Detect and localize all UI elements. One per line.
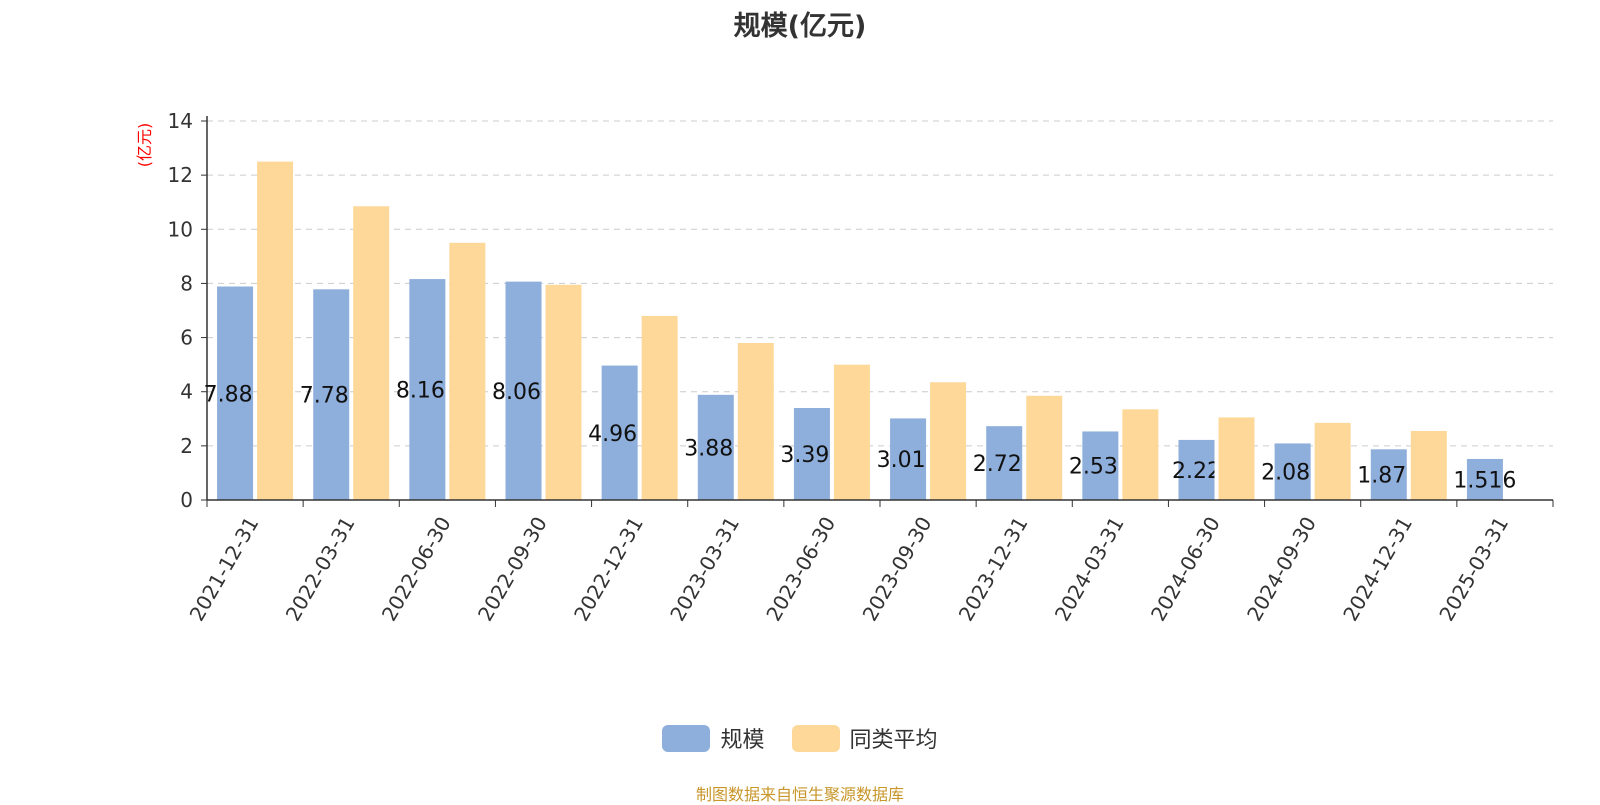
bar-guimo xyxy=(793,407,830,500)
data-label-guimo: 8.161 xyxy=(396,379,459,404)
y-tick-label: 12 xyxy=(168,163,193,187)
source-note: 制图数据来自恒生聚源数据库 xyxy=(695,785,904,804)
x-tick-label: 2024-03-31 xyxy=(1050,513,1129,626)
data-label-guimo: 4.966 xyxy=(588,422,651,447)
chart-title: 规模(亿元) xyxy=(733,11,867,42)
y-tick-label: 10 xyxy=(168,217,193,241)
bar-tonglei xyxy=(833,364,870,500)
bar-guimo xyxy=(1178,439,1215,500)
y-tick-label: 0 xyxy=(180,488,193,512)
bar-tonglei xyxy=(257,161,294,500)
x-tick-label: 2022-06-30 xyxy=(377,513,456,626)
bar-guimo xyxy=(409,279,446,500)
bar-tonglei xyxy=(930,382,967,500)
legend-item-guimo[interactable]: 规模 xyxy=(662,722,765,754)
bar-tonglei xyxy=(1122,409,1159,500)
bar-guimo xyxy=(217,286,254,500)
y-tick-label: 8 xyxy=(180,271,193,295)
bar-tonglei xyxy=(1314,422,1351,500)
data-label-guimo: 2.727 xyxy=(973,452,1036,477)
x-tick-label: 2025-03-31 xyxy=(1434,513,1513,626)
bar-guimo xyxy=(601,365,638,500)
bar-guimo xyxy=(1274,443,1311,500)
x-tick-label: 2023-12-31 xyxy=(954,513,1033,626)
legend-swatch-guimo xyxy=(662,724,711,752)
bar-tonglei xyxy=(1410,430,1447,500)
bar-tonglei xyxy=(353,206,390,500)
bar-guimo xyxy=(313,289,350,500)
x-tick-label: 2024-09-30 xyxy=(1242,513,1321,626)
data-label-guimo: 2.089 xyxy=(1261,461,1324,486)
bars xyxy=(217,161,1503,501)
x-tick-label: 2023-03-31 xyxy=(665,513,744,626)
legend-label-tonglei: 同类平均 xyxy=(849,728,938,753)
bar-guimo xyxy=(697,394,734,500)
bar-guimo xyxy=(986,426,1023,500)
y-axis-label: (亿元) xyxy=(135,123,154,168)
data-label-guimo: 3.885 xyxy=(684,436,747,461)
x-tick-label: 2024-06-30 xyxy=(1146,513,1225,626)
bar-guimo xyxy=(1370,449,1407,500)
bar-tonglei xyxy=(1026,395,1063,500)
y-tick-label: 4 xyxy=(180,380,193,404)
bar-guimo xyxy=(505,281,542,500)
x-tick-label: 2022-09-30 xyxy=(473,513,552,626)
data-label-guimo: 3.399 xyxy=(780,443,843,468)
legend-label-guimo: 规模 xyxy=(720,728,765,753)
x-tick-label: 2022-12-31 xyxy=(569,513,648,626)
x-tick-label: 2021-12-31 xyxy=(184,513,263,626)
bar-tonglei xyxy=(1218,417,1255,500)
x-tick-label: 2022-03-31 xyxy=(281,513,360,626)
y-tick-label: 6 xyxy=(180,326,193,350)
bar-tonglei xyxy=(737,342,774,500)
y-tick-label: 14 xyxy=(168,109,193,133)
legend-swatch-tonglei xyxy=(791,724,840,752)
data-label-guimo: 7.886 xyxy=(204,382,267,407)
y-tick-label: 2 xyxy=(180,434,193,458)
data-label-guimo: 1.516 xyxy=(1453,468,1516,493)
data-label-guimo: 2.532 xyxy=(1069,455,1132,480)
data-label-guimo: 1.872 xyxy=(1357,464,1420,489)
x-tick-label: 2023-06-30 xyxy=(761,513,840,626)
data-label-guimo: 2.22 xyxy=(1172,459,1221,484)
data-label-guimo: 7.782 xyxy=(300,384,363,409)
bar-guimo xyxy=(1466,458,1503,500)
bar-guimo xyxy=(890,418,927,500)
data-label-guimo: 8.067 xyxy=(492,380,555,405)
legend-item-tonglei[interactable]: 同类平均 xyxy=(791,722,938,754)
bar-tonglei xyxy=(545,284,582,500)
bar-guimo xyxy=(1082,431,1119,500)
bar-tonglei xyxy=(449,242,486,501)
data-label-guimo: 3.014 xyxy=(877,448,940,473)
x-tick-label: 2024-12-31 xyxy=(1338,513,1417,626)
legend: 规模 同类平均 xyxy=(0,722,1600,758)
x-tick-label: 2023-09-30 xyxy=(857,513,936,626)
data-labels: 7.886 7.782 8.161 8.067 4.966 3.885 3.399 3.014… xyxy=(204,379,1517,494)
bar-tonglei xyxy=(641,315,678,500)
